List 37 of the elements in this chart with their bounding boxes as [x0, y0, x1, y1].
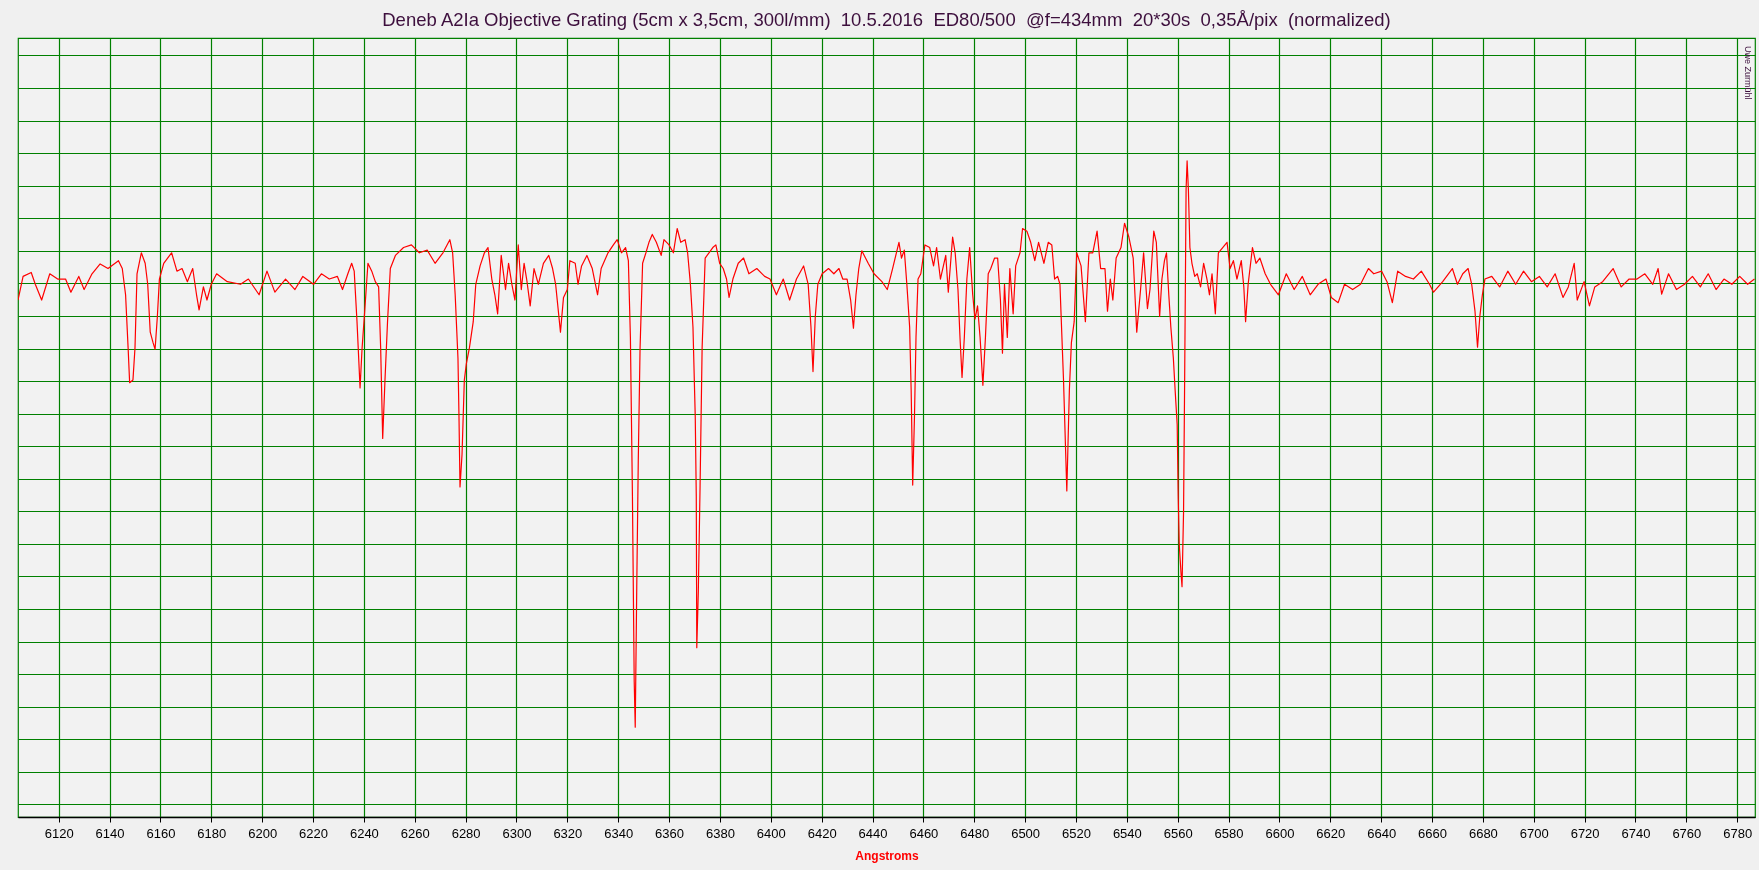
x-tick-label: 6380 [705, 825, 735, 841]
x-tick-label: 6300 [502, 825, 532, 841]
x-tick-label: 6160 [146, 825, 176, 841]
x-tick-label: 6600 [1265, 825, 1295, 841]
x-tick-label: 6740 [1621, 825, 1651, 841]
x-tick-label: 6560 [1163, 825, 1193, 841]
x-tick-label: 6400 [756, 825, 786, 841]
x-axis-title: Angstroms [855, 848, 919, 863]
x-tick-label: 6340 [604, 825, 634, 841]
x-tick-label: 6460 [909, 825, 939, 841]
x-tick-label: 6180 [197, 825, 227, 841]
x-tick-label: 6420 [807, 825, 837, 841]
x-tick-label: 6140 [95, 825, 125, 841]
x-tick-label: 6360 [655, 825, 685, 841]
x-tick-label: 6660 [1418, 825, 1447, 841]
x-tick-label: 6620 [1316, 825, 1346, 841]
x-tick-label: 6640 [1367, 825, 1397, 841]
x-tick-label: 6540 [1112, 825, 1142, 841]
x-tick-label: 6500 [1011, 825, 1041, 841]
chart-title: Deneb A2Ia Objective Grating (5cm x 3,5cm, 300l/mm) 10.5.2016 ED80/500 @f=434mm 20*30s 0,35Å/pix (normalized) [382, 8, 1391, 30]
x-tick-label: 6520 [1062, 825, 1091, 841]
text: Uwe Zurmühl [1743, 46, 1753, 100]
x-tick-label: 6580 [1214, 825, 1244, 841]
x-tick-label: 6320 [553, 825, 583, 841]
x-tick-label: 6780 [1723, 825, 1753, 841]
x-tick-label: 6260 [400, 825, 430, 841]
x-tick-label: 6480 [960, 825, 990, 841]
x-tick-label: 6240 [349, 825, 379, 841]
x-tick-label: 6120 [44, 825, 74, 841]
x-tick-label: 6220 [299, 825, 328, 841]
x-tick-label: 6280 [451, 825, 481, 841]
x-tick-label: 6200 [248, 825, 278, 841]
x-tick-label: 6760 [1672, 825, 1702, 841]
x-tick-label: 6720 [1570, 825, 1600, 841]
x-tick-label: 6440 [858, 825, 888, 841]
x-tick-label: 6700 [1519, 825, 1549, 841]
x-tick-label: 6680 [1468, 825, 1498, 841]
